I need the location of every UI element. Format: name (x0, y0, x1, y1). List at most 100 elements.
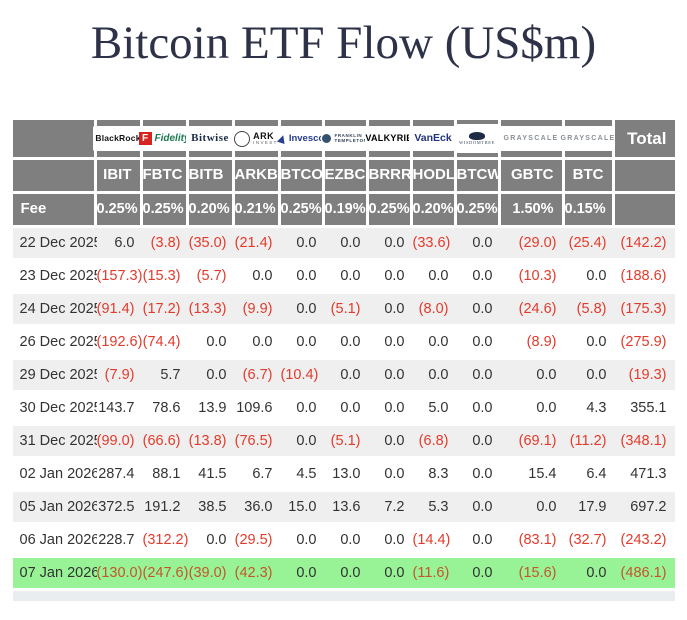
ticker-cell-hodl: HODL (412, 160, 457, 194)
value-cell-brrr: 0.0 (368, 525, 413, 558)
logo-text-line: BlackRock (95, 133, 141, 144)
value-cell-btc: 0.0 (564, 360, 615, 393)
value-cell-gbtc: (29.0) (500, 228, 565, 261)
total-cell: (348.1) (614, 426, 675, 459)
ticker-cell-btco: BTCO (280, 160, 325, 194)
fee-cell-fbtc: 0.25% (142, 194, 189, 228)
value-cell-btco: 0.0 (280, 558, 325, 591)
fee-cell-ibit: 0.25% (96, 194, 143, 228)
value-cell-brrr: 0.0 (368, 426, 413, 459)
provider-logo-cell: Bitwise (186, 120, 235, 160)
date-cell: 24 Dec 2025 (12, 294, 102, 327)
value-cell-fbtc: (247.6) (142, 558, 189, 591)
ticker-cell-ibit: IBIT (96, 160, 143, 194)
value-cell-hodl: (8.0) (412, 294, 457, 327)
value-cell-btc: (25.4) (564, 228, 615, 261)
provider-logo-cell: GRAYSCALE (498, 120, 565, 160)
ticker-cell-btcw: BTCW (456, 160, 502, 194)
value-cell-brrr: 0.0 (368, 393, 413, 426)
value-cell-ibit: 228.7 (96, 525, 143, 558)
value-cell-hodl: (14.4) (412, 525, 457, 558)
logo-text: Bitwise (191, 133, 229, 144)
value-cell-gbtc: 15.4 (500, 459, 565, 492)
value-cell-ibit: (99.0) (96, 426, 143, 459)
value-cell-btcw: 0.0 (456, 261, 501, 294)
value-cell-btco: 0.0 (280, 294, 325, 327)
value-cell-bitb: (35.0) (188, 228, 235, 261)
ticker-cell-brrr: BRRR (368, 160, 413, 194)
grayscale-logo: GRAYSCALE (498, 126, 564, 151)
logo-text-line: VanEck (414, 132, 452, 145)
value-cell-ezbc: 0.0 (324, 261, 369, 294)
value-cell-btc: 6.4 (564, 459, 615, 492)
value-cell-btco: (10.4) (280, 360, 325, 393)
provider-logo-cell: GRAYSCALE (561, 120, 616, 160)
value-cell-bitb: (13.8) (188, 426, 235, 459)
grayscale-logo: GRAYSCALE (561, 126, 616, 151)
date-cell: 26 Dec 2025 (12, 327, 102, 360)
ticker-cell-arkb: ARKB (234, 160, 281, 194)
value-cell-fbtc: (15.3) (142, 261, 189, 294)
value-cell-btc: 0.0 (564, 327, 615, 360)
value-cell-btc: (32.7) (564, 525, 615, 558)
logo-text: Fidelity (155, 133, 190, 144)
value-cell-gbtc: (69.1) (500, 426, 565, 459)
value-cell-bitb: 41.5 (188, 459, 235, 492)
value-cell-btc: 0.0 (564, 558, 615, 591)
value-cell-bitb: (39.0) (188, 558, 235, 591)
value-cell-ezbc: 13.6 (324, 492, 369, 525)
value-cell-fbtc: (66.6) (142, 426, 189, 459)
value-cell-btco: 0.0 (280, 393, 325, 426)
value-cell-btcw: 0.0 (456, 294, 501, 327)
value-cell-brrr: 0.0 (368, 294, 413, 327)
fee-cell-ezbc: 0.19% (324, 194, 369, 228)
date-cell: 07 Jan 2026 (12, 558, 99, 591)
value-cell-btcw: 0.0 (456, 492, 501, 525)
franklin-circle-icon (322, 134, 332, 143)
provider-logo-cell: ARK INVEST (230, 120, 282, 160)
total-cell: (243.2) (614, 525, 675, 558)
value-cell-btc: 17.9 (564, 492, 615, 525)
date-cell: 31 Dec 2025 (12, 426, 102, 459)
date-cell: 23 Dec 2025 (12, 261, 102, 294)
value-cell-brrr: 0.0 (368, 327, 413, 360)
value-cell-hodl: 0.0 (412, 327, 457, 360)
value-cell-btcw: 0.0 (456, 558, 501, 591)
value-cell-hodl: 0.0 (412, 360, 457, 393)
value-cell-ibit: 6.0 (96, 228, 143, 261)
value-cell-fbtc: 191.2 (142, 492, 189, 525)
value-cell-arkb: (6.7) (234, 360, 281, 393)
value-cell-btc: (5.8) (564, 294, 615, 327)
value-cell-btco: 4.5 (280, 459, 325, 492)
value-cell-arkb: (76.5) (234, 426, 281, 459)
value-cell-ibit: 287.4 (96, 459, 143, 492)
total-cell: 355.1 (614, 393, 675, 426)
value-cell-bitb: 0.0 (188, 525, 235, 558)
value-cell-bitb: 0.0 (188, 360, 235, 393)
fidelity-logo: F Fidelity (138, 126, 190, 151)
total-cell: (188.6) (614, 261, 675, 294)
value-cell-fbtc: 78.6 (142, 393, 189, 426)
value-cell-btcw: 0.0 (456, 426, 501, 459)
value-cell-fbtc: (312.2) (142, 525, 189, 558)
value-cell-ibit: (192.6) (96, 327, 143, 360)
partial-next-row (12, 591, 675, 601)
fee-cell-btc: 0.15% (564, 194, 615, 228)
logo-text: BlackRock (95, 134, 140, 143)
logo-text-line: WISDOMTREE (459, 139, 495, 145)
value-cell-fbtc: (3.8) (142, 228, 189, 261)
logo-text-line: VALKYRIE (365, 133, 413, 143)
value-cell-hodl: 0.0 (412, 261, 457, 294)
value-cell-brrr: 0.0 (368, 360, 413, 393)
value-cell-hodl: 5.3 (412, 492, 457, 525)
total-cell: (142.2) (614, 228, 675, 261)
provider-logo-cell: VanEck (409, 120, 457, 160)
header-corner-cell (12, 120, 97, 160)
value-cell-hodl: 8.3 (412, 459, 457, 492)
value-cell-btc: (11.2) (564, 426, 615, 459)
date-cell: 02 Jan 2026 (12, 459, 99, 492)
ticker-total-empty-cell (614, 160, 675, 194)
logo-text: GRAYSCALE (561, 135, 616, 142)
value-cell-btcw: 0.0 (456, 525, 501, 558)
value-cell-btcw: 0.0 (456, 327, 501, 360)
